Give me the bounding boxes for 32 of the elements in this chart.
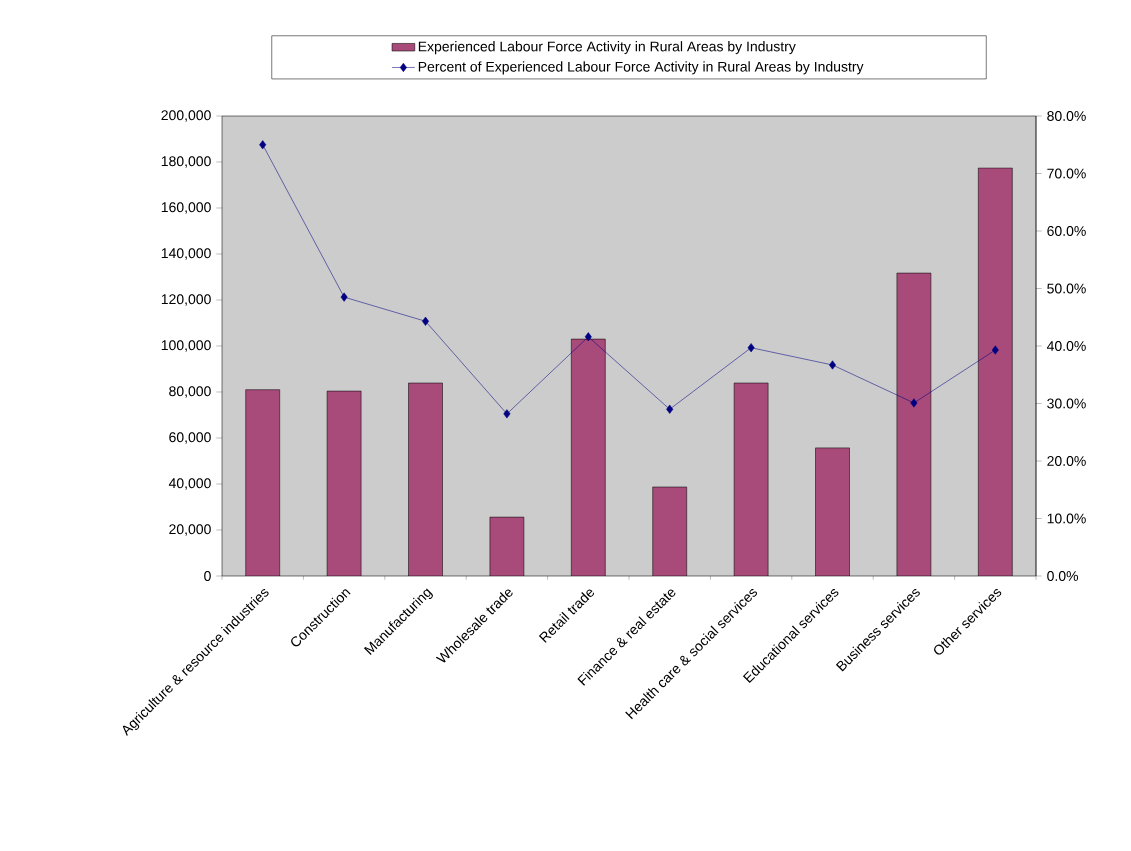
y2-tick-label: 50.0% <box>1047 283 1086 294</box>
point <box>991 345 999 355</box>
legend-label: Percent of Experienced Labour Force Activity in Rural Areas by Industry <box>418 61 864 75</box>
y-tick-label: 60,000 <box>169 432 211 444</box>
point <box>584 332 592 342</box>
y-tick-label: 20,000 <box>169 524 211 536</box>
y-tick-label: 80,000 <box>169 386 211 398</box>
y-tick-label: 100,000 <box>161 340 211 352</box>
legend-label: Experienced Labour Force Activity in Rural Areas by Industry <box>418 41 796 55</box>
y-tick-label: 40,000 <box>168 478 211 490</box>
y2-tick-label: 80.0% <box>1047 111 1086 121</box>
point <box>259 140 267 150</box>
y2-tick-label: 60.0% <box>1047 226 1086 236</box>
point <box>747 343 755 353</box>
point <box>422 316 429 326</box>
point <box>340 292 348 302</box>
y2-tick-label: 10.0% <box>1047 513 1086 524</box>
point <box>910 398 918 408</box>
point <box>503 409 511 419</box>
y2-tick-label: 70.0% <box>1047 168 1086 179</box>
point <box>666 404 674 414</box>
y2-tick-label: 40.0% <box>1046 341 1086 351</box>
y-tick-label: 140,000 <box>161 248 211 260</box>
y-tick-label: 200,000 <box>161 110 211 122</box>
y2-tick-label: 0.0% <box>1047 571 1079 581</box>
y2-tick-label: 20.0% <box>1047 456 1086 466</box>
y-tick-label: 160,000 <box>161 202 211 214</box>
point <box>829 360 836 370</box>
y-tick-label: 120,000 <box>161 294 211 306</box>
y-tick-label: 0 <box>204 571 211 581</box>
y2-tick-label: 30.0% <box>1047 398 1086 409</box>
y-tick-label: 180,000 <box>161 156 211 168</box>
